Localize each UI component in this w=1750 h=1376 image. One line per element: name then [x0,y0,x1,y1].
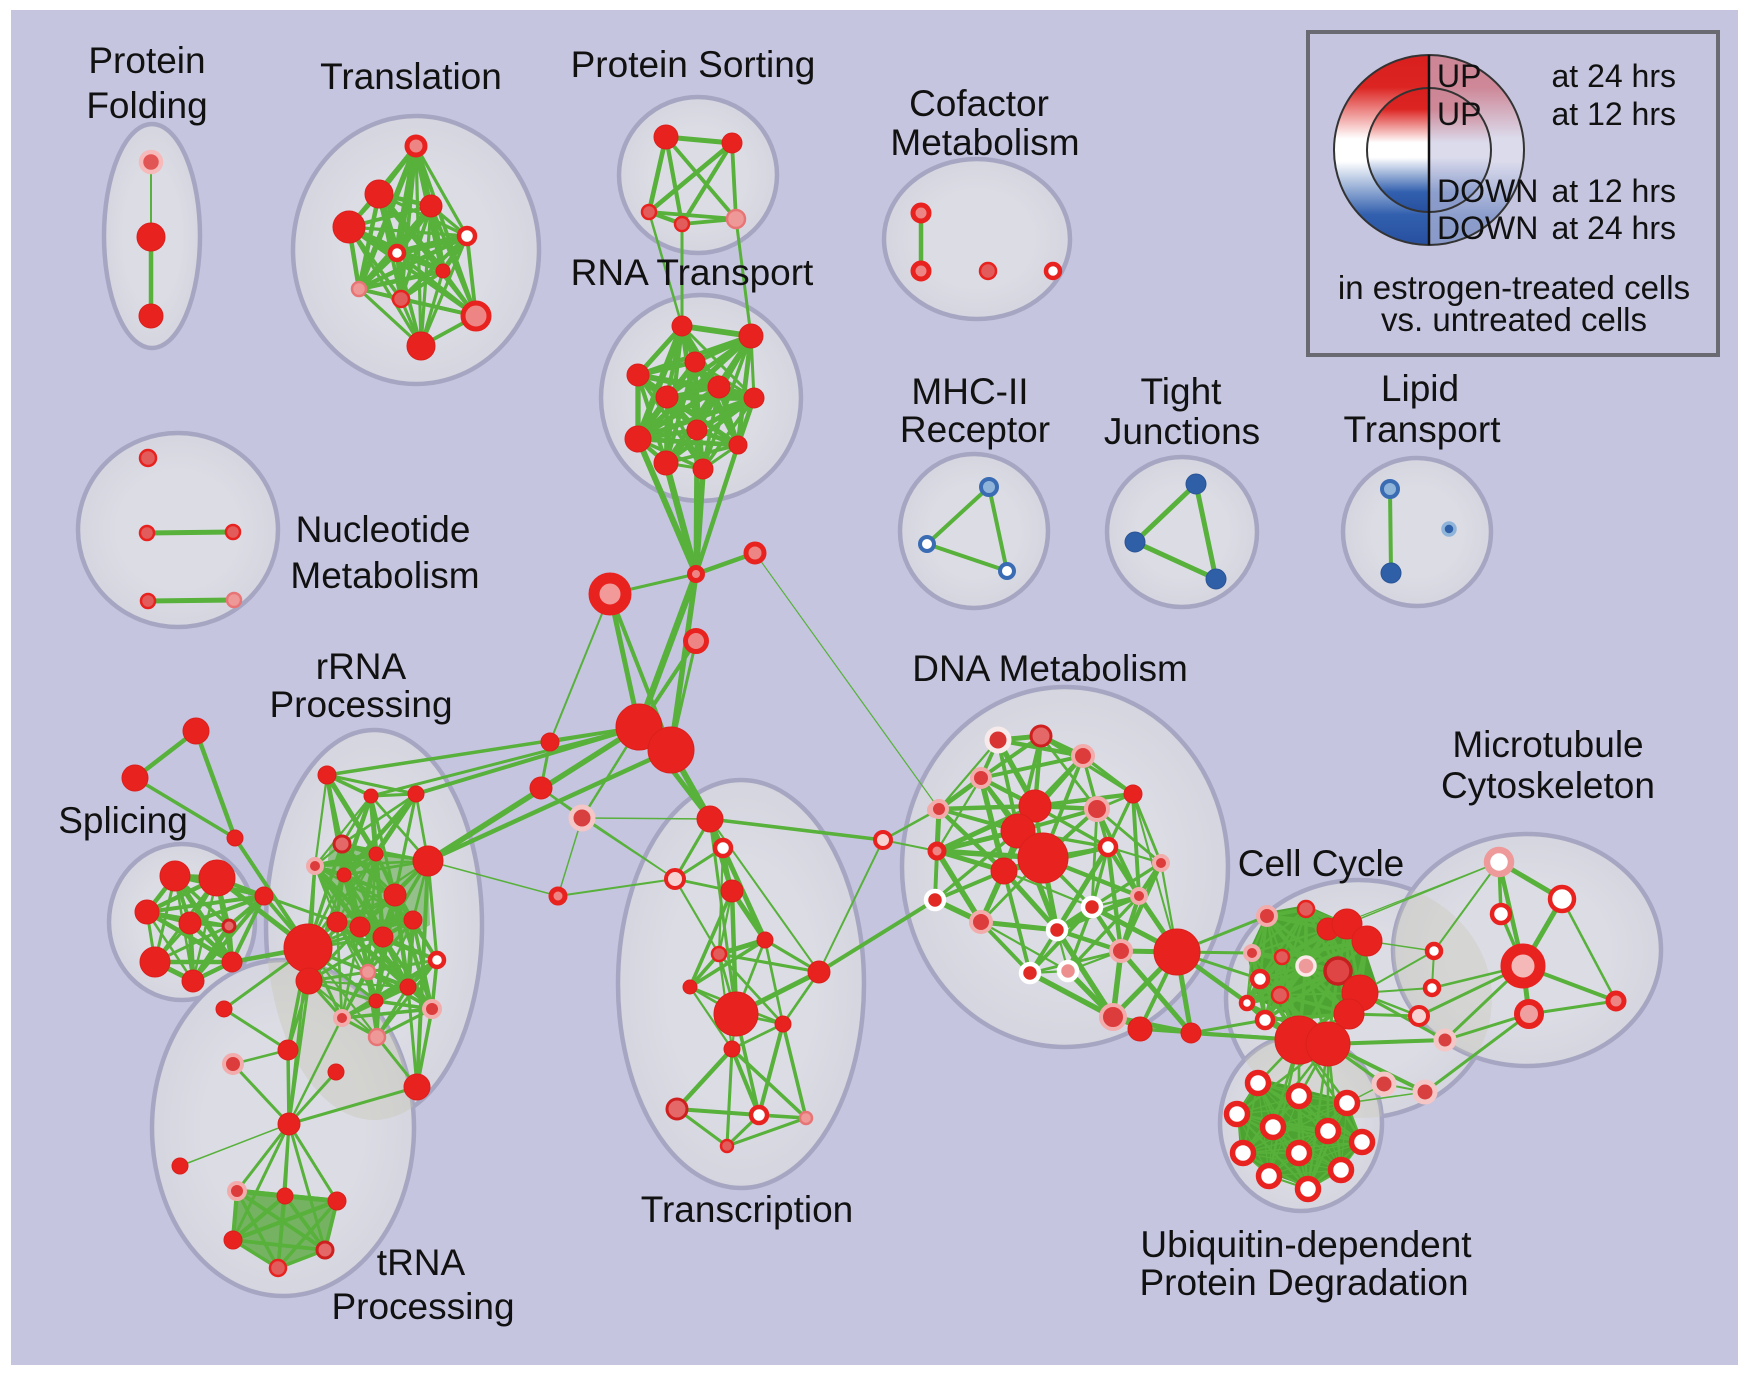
svg-text:Junctions: Junctions [1104,411,1260,452]
svg-text:Splicing: Splicing [58,800,188,841]
svg-text:Folding: Folding [86,85,207,126]
svg-text:Metabolism: Metabolism [290,555,479,596]
svg-text:UP: UP [1437,58,1481,94]
svg-text:Transcription: Transcription [641,1189,853,1230]
svg-text:Transport: Transport [1344,409,1502,450]
svg-text:rRNA: rRNA [316,646,407,687]
svg-text:UP: UP [1437,96,1481,132]
svg-text:MHC-II: MHC-II [911,371,1028,412]
svg-text:DOWN: DOWN [1437,173,1538,209]
svg-text:Processing: Processing [269,684,452,725]
svg-text:DNA Metabolism: DNA Metabolism [912,648,1188,689]
svg-text:at 24 hrs: at 24 hrs [1551,210,1676,246]
svg-text:Lipid: Lipid [1381,368,1459,409]
svg-text:at 12 hrs: at 12 hrs [1551,173,1676,209]
svg-text:Processing: Processing [331,1286,514,1327]
svg-text:Protein Degradation: Protein Degradation [1139,1262,1468,1303]
svg-text:Microtubule: Microtubule [1452,724,1643,765]
svg-text:Cell Cycle: Cell Cycle [1238,843,1405,884]
svg-text:at 24 hrs: at 24 hrs [1551,58,1676,94]
svg-text:Nucleotide: Nucleotide [296,509,471,550]
svg-text:Cytoskeleton: Cytoskeleton [1441,765,1655,806]
svg-text:vs. untreated cells: vs. untreated cells [1381,301,1647,338]
svg-text:Protein: Protein [88,40,205,81]
svg-text:RNA Transport: RNA Transport [571,252,814,293]
svg-text:DOWN: DOWN [1437,210,1538,246]
svg-text:at 12 hrs: at 12 hrs [1551,96,1676,132]
svg-text:Receptor: Receptor [900,409,1050,450]
svg-text:Ubiquitin-dependent: Ubiquitin-dependent [1140,1224,1472,1265]
svg-text:Translation: Translation [320,56,502,97]
svg-text:Metabolism: Metabolism [890,122,1079,163]
svg-text:in estrogen-treated cells: in estrogen-treated cells [1338,269,1690,306]
svg-text:tRNA: tRNA [377,1242,466,1283]
svg-text:Cofactor: Cofactor [909,83,1049,124]
svg-text:Protein Sorting: Protein Sorting [571,44,816,85]
svg-text:Tight: Tight [1141,371,1223,412]
